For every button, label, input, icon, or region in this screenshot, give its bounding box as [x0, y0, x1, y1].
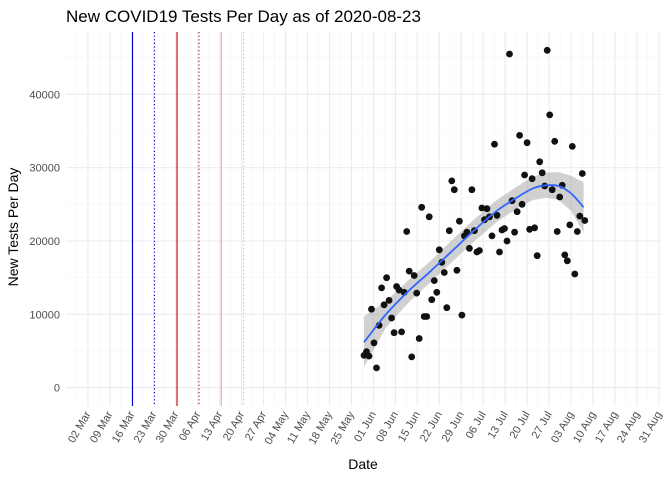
- data-point: [463, 228, 471, 236]
- y-tick-label: 0: [54, 383, 60, 395]
- data-point: [506, 50, 513, 58]
- data-point: [433, 288, 441, 296]
- data-point: [443, 304, 451, 312]
- data-point: [493, 211, 501, 219]
- data-point: [511, 228, 518, 236]
- data-point: [468, 186, 476, 194]
- data-point: [476, 247, 483, 254]
- data-point: [563, 257, 571, 265]
- data-point: [413, 289, 421, 297]
- data-point: [425, 213, 433, 221]
- data-point: [576, 212, 584, 220]
- data-point: [521, 171, 528, 179]
- data-point: [556, 193, 564, 201]
- data-point: [553, 228, 561, 235]
- data-point: [503, 237, 511, 245]
- grid-major: [66, 32, 662, 406]
- plot-area: [66, 32, 662, 406]
- data-point: [513, 208, 521, 216]
- data-point: [491, 140, 498, 148]
- data-point: [551, 137, 559, 145]
- data-point: [561, 251, 569, 259]
- data-point: [568, 143, 576, 150]
- smooth-confidence-ribbon: [364, 172, 584, 368]
- data-point: [536, 158, 544, 166]
- data-point: [428, 296, 436, 304]
- data-point: [438, 258, 446, 266]
- data-point: [488, 232, 496, 240]
- data-point: [403, 228, 411, 235]
- data-point: [483, 205, 491, 213]
- data-point: [548, 186, 556, 194]
- data-point: [538, 169, 546, 177]
- data-point: [395, 286, 403, 294]
- data-point: [518, 200, 526, 208]
- data-point: [528, 175, 536, 183]
- data-point: [398, 328, 405, 336]
- data-point: [448, 177, 456, 185]
- chart-title: New COVID19 Tests Per Day as of 2020-08-…: [66, 7, 421, 26]
- data-point: [566, 221, 574, 229]
- data-point: [478, 204, 486, 212]
- y-axis-ticks: 0 10000 20000 30000 40000: [29, 89, 60, 394]
- smooth-trend-line: [363, 184, 585, 343]
- data-point: [458, 311, 466, 319]
- data-point: [435, 246, 443, 254]
- data-point: [430, 277, 438, 284]
- data-point: [368, 305, 375, 313]
- data-point: [533, 252, 541, 260]
- data-point: [453, 266, 461, 274]
- data-point: [378, 284, 385, 292]
- data-point: [456, 217, 463, 225]
- reference-lines: [131, 32, 245, 406]
- y-tick-label: 20000: [29, 236, 60, 248]
- data-point: [380, 301, 388, 309]
- data-point: [543, 46, 551, 54]
- data-point: [573, 228, 581, 235]
- data-point: [501, 225, 508, 232]
- data-point: [581, 217, 589, 224]
- data-point: [373, 364, 380, 372]
- data-point: [415, 335, 423, 342]
- data-points: [360, 46, 589, 372]
- data-point: [423, 313, 431, 320]
- data-point: [418, 203, 426, 211]
- data-point: [390, 329, 398, 337]
- data-point: [531, 224, 538, 232]
- data-point: [450, 186, 458, 194]
- data-point: [440, 269, 448, 276]
- data-point: [385, 297, 393, 304]
- data-point: [365, 352, 373, 360]
- data-point: [516, 132, 523, 139]
- data-point: [466, 244, 473, 252]
- data-point: [496, 248, 503, 256]
- data-point: [410, 272, 418, 279]
- data-point: [546, 111, 554, 119]
- y-tick-label: 10000: [29, 309, 60, 321]
- y-tick-label: 40000: [29, 89, 60, 101]
- data-point: [571, 270, 579, 278]
- data-point: [388, 314, 395, 322]
- data-point: [370, 339, 378, 347]
- data-point: [445, 227, 453, 235]
- y-axis-label: New Tests Per Day: [5, 168, 21, 287]
- y-tick-label: 30000: [29, 163, 60, 175]
- data-point: [405, 267, 413, 275]
- data-point: [523, 139, 531, 147]
- data-point: [383, 274, 390, 282]
- data-point: [578, 170, 586, 177]
- x-axis-label: Date: [348, 456, 378, 472]
- data-point: [408, 353, 416, 361]
